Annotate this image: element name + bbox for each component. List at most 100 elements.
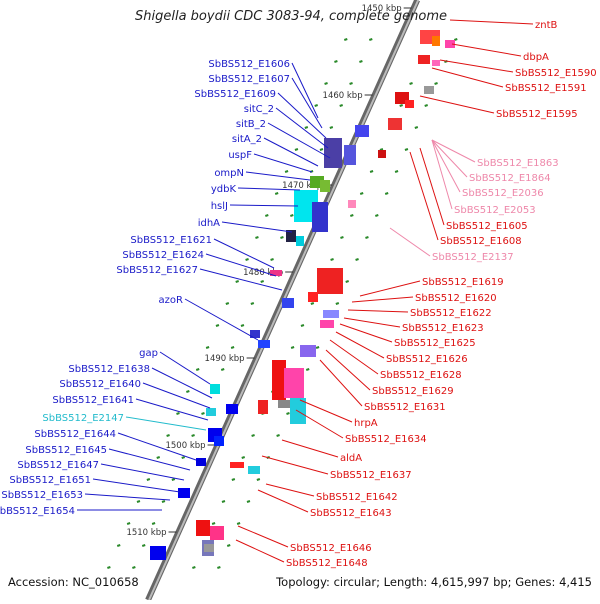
label-leader-line — [339, 323, 393, 343]
gene-label: SbBS512_E1606 — [208, 59, 290, 70]
gene-label: SbBS512_E1590 — [515, 68, 597, 79]
ruler-tick — [116, 544, 121, 547]
label-leader-line — [237, 187, 301, 191]
ruler-tick — [161, 500, 166, 503]
gene-feature — [320, 180, 330, 192]
ruler-tick — [374, 214, 379, 217]
ruler-tick — [245, 258, 249, 261]
gene-label: SbBS512_E2147 — [42, 413, 124, 424]
gene-label: SbBS512_E1644 — [34, 429, 116, 440]
ruler-tick — [315, 346, 320, 349]
label-leader-line — [281, 439, 339, 458]
ruler-tick — [156, 456, 161, 459]
scale-label: 1460 kbp — [323, 91, 363, 101]
label-leader-line — [389, 227, 431, 257]
label-leader-line — [205, 253, 277, 277]
label-leader-line — [235, 539, 285, 563]
gene-feature — [432, 60, 440, 66]
gene-label: SbBS512_E1627 — [116, 265, 198, 276]
ruler-tick — [151, 522, 156, 525]
ruler-tick — [379, 148, 384, 151]
gene-feature — [196, 458, 206, 466]
gene-label: SbBS512_E1609 — [194, 89, 276, 100]
label-leader-line — [351, 296, 414, 303]
gene-feature — [445, 40, 455, 48]
gene-label: SbBS512_E1620 — [415, 293, 497, 304]
ruler-tick — [330, 258, 334, 261]
gene-feature — [272, 360, 286, 400]
ruler-tick — [359, 192, 364, 195]
gene-feature — [324, 138, 342, 168]
gene-feature — [286, 230, 296, 242]
ruler-tick — [201, 412, 205, 415]
ruler-tick — [231, 478, 236, 481]
gene-feature — [348, 200, 356, 208]
ruler-tick — [205, 346, 210, 349]
gene-label: SbBS512_E1595 — [496, 109, 578, 120]
gene-feature — [226, 404, 238, 414]
gene-label: SbBS512_E1607 — [208, 74, 290, 85]
gene-label: SbBS512_E1626 — [386, 354, 468, 365]
ruler-tick — [335, 302, 340, 305]
label-leader-line — [431, 139, 476, 163]
ruler-tick — [181, 456, 186, 459]
ruler-tick — [191, 434, 195, 437]
gene-feature — [270, 270, 282, 276]
ruler-tick — [221, 500, 226, 503]
gene-label: sitC_2 — [244, 104, 274, 115]
gene-label: SbBS512_E1628 — [380, 370, 462, 381]
gene-label: hrpA — [354, 418, 378, 429]
ruler-tick — [166, 434, 170, 437]
label-leader-line — [117, 432, 197, 461]
gene-label: SbBS512_E1651 — [9, 475, 91, 486]
label-leader-line — [267, 122, 331, 159]
label-leader-line — [142, 382, 211, 409]
gene-feature — [278, 400, 290, 408]
accession-label: Accession: NC_010658 — [8, 575, 139, 589]
ruler-tick — [225, 302, 230, 305]
scale-label: 1510 kbp — [126, 528, 166, 538]
gene-feature — [178, 488, 190, 498]
ruler-tick — [146, 478, 151, 481]
label-leader-line — [347, 309, 409, 313]
genome-summary: Topology: circular; Length: 4,615,997 bp… — [276, 575, 592, 589]
ruler-tick — [255, 236, 259, 239]
label-leader-line — [237, 525, 289, 548]
label-leader-line — [409, 151, 439, 241]
label-leader-line — [199, 268, 283, 291]
label-leader-line — [449, 19, 534, 25]
gene-label: SbBS512_E1625 — [394, 338, 476, 349]
ruler-tick — [195, 368, 200, 371]
ruler-tick — [453, 38, 458, 41]
ruler-tick — [340, 236, 344, 239]
gene-label: dbpA — [523, 52, 549, 63]
gene-feature — [248, 466, 260, 474]
label-leader-line — [291, 77, 323, 129]
gene-label: hslJ — [211, 201, 228, 212]
gene-label: SbBS512_E1863 — [477, 158, 559, 169]
ruler-tick — [349, 82, 353, 85]
label-leader-line — [92, 478, 181, 493]
gene-feature — [424, 86, 434, 94]
gene-label: SbBS512_E1624 — [122, 250, 204, 261]
gene-label: sitB_2 — [236, 119, 266, 130]
ruler-tick — [394, 170, 399, 173]
label-leader-line — [451, 43, 522, 57]
gene-label: zntB — [535, 20, 558, 31]
scale-label: 1480 kbp — [243, 268, 283, 278]
scale-label: 1500 kbp — [165, 441, 205, 451]
ruler-tick — [230, 346, 235, 349]
label-leader-line — [277, 92, 327, 139]
gene-label: SbBS512_E1629 — [372, 386, 454, 397]
ruler-tick — [256, 478, 261, 481]
ruler-tick — [284, 170, 289, 173]
ruler-tick — [345, 280, 350, 283]
label-leader-line — [431, 139, 453, 210]
gene-feature — [388, 118, 402, 130]
ruler-tick — [384, 192, 389, 195]
ruler-tick — [226, 544, 231, 547]
ruler-tick — [314, 104, 318, 107]
label-leader-line — [84, 493, 171, 501]
